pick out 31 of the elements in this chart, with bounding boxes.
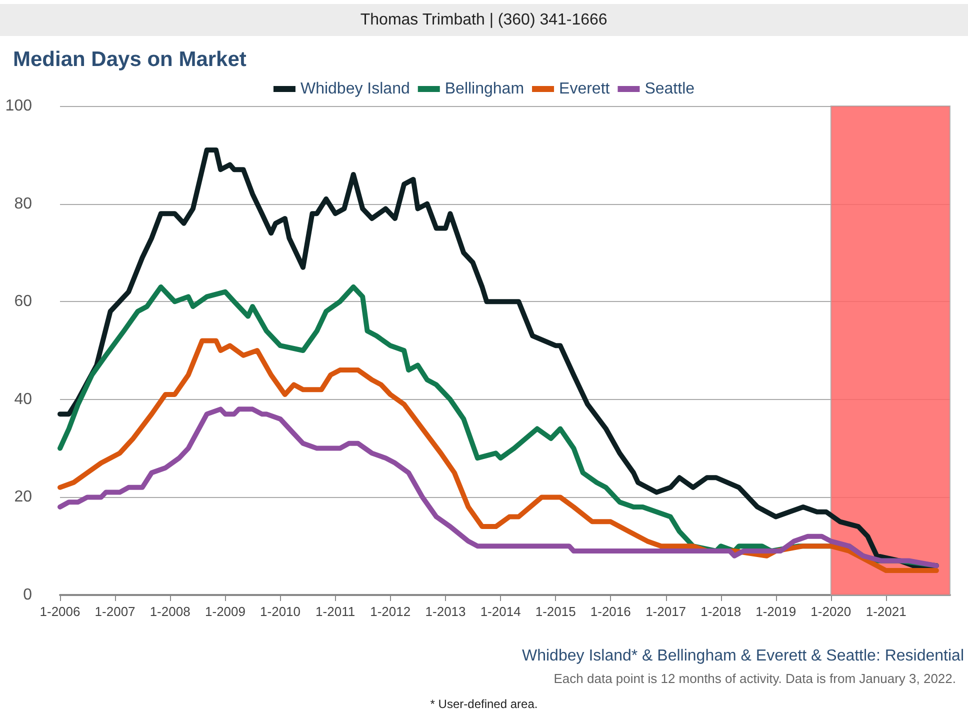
- x-tick-label: 1-2012: [370, 604, 411, 619]
- chart-title: Median Days on Market: [13, 48, 246, 71]
- x-tick-label: 1-2014: [480, 604, 521, 619]
- y-tick-label: 60: [14, 293, 32, 310]
- x-tick-label: 1-2021: [866, 604, 906, 619]
- x-tick-label: 1-2010: [260, 604, 301, 619]
- x-tick-label: 1-2007: [94, 604, 136, 619]
- y-tick-label: 20: [14, 488, 32, 506]
- x-tick-label: 1-2017: [646, 604, 686, 619]
- text: Whidbey Island* & Bellingham & Everett & Seattle: Residential: [522, 648, 964, 664]
- x-tick-label: 1-2020: [810, 604, 852, 619]
- x-tick-label: 1-2016: [590, 604, 631, 619]
- text: Each data point is 12 months of activity. Data is from January 3, 2022.: [554, 671, 956, 686]
- x-tick-label: 1-2008: [150, 604, 190, 619]
- text: Thomas Trimbath | (360) 341-1666: [360, 12, 608, 28]
- legend-label: Bellingham: [444, 80, 524, 98]
- y-tick-label: 100: [5, 98, 32, 114]
- y-tick-label: 0: [23, 586, 32, 604]
- x-tick-label: 1-2018: [700, 604, 742, 619]
- x-tick-label: 1-2015: [535, 604, 576, 619]
- x-tick-label: 1-2006: [40, 604, 80, 619]
- legend-label: Whidbey Island: [300, 80, 410, 98]
- x-tick-label: 1-2011: [316, 604, 356, 619]
- x-tick-label: 1-2009: [205, 604, 246, 619]
- x-tick-label: 1-2019: [756, 604, 796, 619]
- y-tick-label: 80: [14, 195, 32, 212]
- x-tick-label: 1-2013: [425, 604, 466, 619]
- legend-label: Everett: [559, 80, 610, 98]
- legend-label: Seattle: [644, 80, 695, 98]
- text: * User-defined area.: [430, 697, 538, 711]
- y-tick-label: 40: [14, 390, 32, 408]
